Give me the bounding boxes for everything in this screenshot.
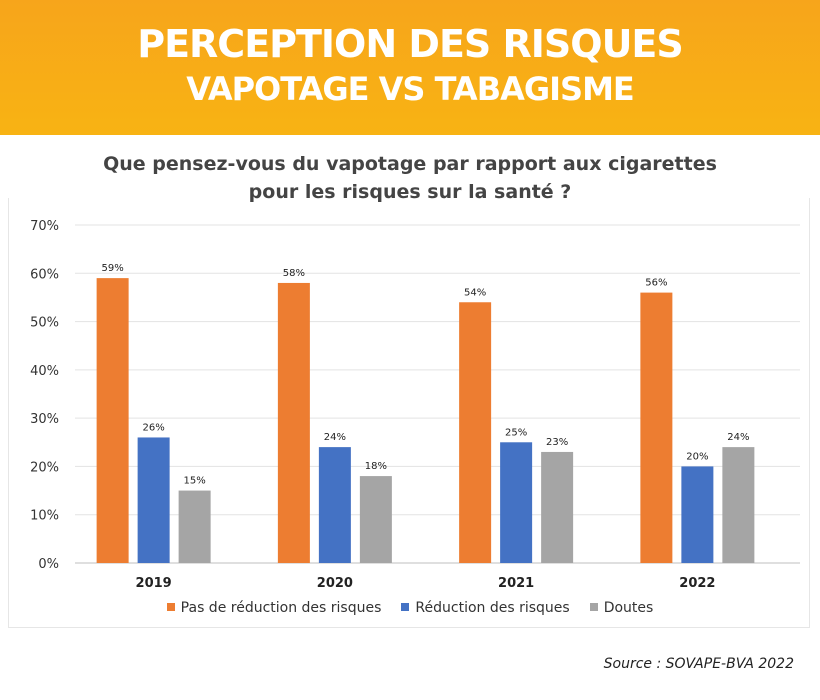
bar: [541, 451, 574, 563]
x-tick-label: 2020: [317, 576, 353, 591]
bar: [137, 437, 170, 563]
y-tick-label: 70%: [30, 219, 59, 234]
chart-frame: [8, 198, 810, 628]
question-line-2: pour les risques sur la santé ?: [248, 181, 572, 203]
legend-swatch: [589, 603, 598, 611]
legend-item: Doutes: [589, 600, 654, 616]
legend-label: Doutes: [603, 600, 654, 616]
y-tick-label: 60%: [30, 267, 59, 282]
data-label: 15%: [184, 476, 206, 487]
bar: [277, 282, 310, 563]
y-tick-label: 10%: [30, 509, 59, 524]
data-label: 24%: [324, 432, 346, 443]
page-title: PERCEPTION DES RISQUES: [137, 22, 684, 66]
bar: [96, 278, 129, 563]
data-label: 20%: [686, 451, 708, 462]
y-tick-label: 30%: [30, 412, 59, 427]
legend-item: Réduction des risques: [401, 600, 570, 616]
legend-swatch: [166, 603, 175, 611]
page-subtitle: VAPOTAGE VS TABAGISME: [186, 70, 635, 108]
bar: [640, 292, 673, 563]
chart-legend: Pas de réduction des risques Réduction de…: [0, 600, 820, 616]
data-label: 25%: [505, 427, 527, 438]
data-label: 26%: [143, 422, 165, 433]
x-tick-label: 2019: [136, 576, 172, 591]
legend-swatch: [401, 603, 410, 611]
bar: [359, 476, 392, 563]
data-label: 59%: [102, 263, 124, 274]
y-tick-label: 0%: [38, 557, 59, 572]
x-tick-label: 2022: [679, 576, 715, 591]
legend-item: Pas de réduction des risques: [166, 600, 382, 616]
chart-question: Que pensez-vous du vapotage par rapport …: [0, 150, 820, 206]
y-tick-label: 20%: [30, 460, 59, 475]
data-label: 18%: [365, 461, 387, 472]
source-note: Source : SOVAPE-BVA 2022: [603, 656, 794, 672]
y-tick-label: 40%: [30, 364, 59, 379]
legend-label: Réduction des risques: [415, 600, 570, 616]
bar: [722, 447, 755, 563]
bar: [459, 302, 492, 563]
data-label: 58%: [283, 268, 305, 279]
legend-label: Pas de réduction des risques: [180, 600, 382, 616]
bar: [500, 442, 533, 563]
header-banner: PERCEPTION DES RISQUES VAPOTAGE VS TABAG…: [0, 0, 820, 135]
data-label: 56%: [645, 278, 667, 289]
x-tick-label: 2021: [498, 576, 534, 591]
bar: [681, 466, 714, 563]
data-label: 23%: [546, 437, 568, 448]
data-label: 24%: [727, 432, 749, 443]
bar: [318, 447, 351, 563]
y-tick-label: 50%: [30, 316, 59, 331]
question-line-1: Que pensez-vous du vapotage par rapport …: [103, 153, 717, 175]
bar: [178, 490, 211, 563]
data-label: 54%: [464, 287, 486, 298]
